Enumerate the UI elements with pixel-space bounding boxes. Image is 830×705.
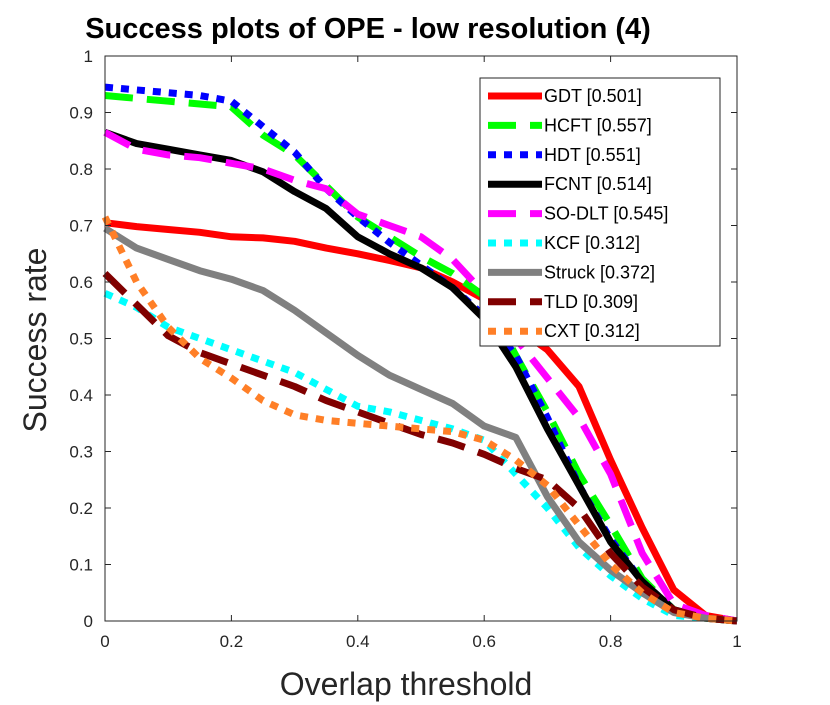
y-tick-label: 0.3: [69, 443, 93, 462]
legend: GDT [0.501] HCFT [0.557] HDT [0.551] FCNT […: [479, 77, 721, 347]
x-tick-label: 0.6: [472, 632, 496, 651]
legend-label: GDT [0.501]: [544, 86, 642, 106]
chart-title: Success plots of OPE - low resolution (4…: [85, 13, 651, 45]
series-line-tld: [102, 271, 738, 625]
series-lines: [101, 83, 738, 625]
legend-label: KCF [0.312]: [544, 233, 640, 253]
y-tick-label: 1: [84, 47, 93, 66]
y-axis-label: Success rate: [17, 248, 53, 433]
y-axis-ticks: 0 0.1 0.2 0.3 0.4 0.5 0.6 0.7 0.8 0.9 1: [69, 47, 737, 631]
legend-label: HCFT [0.557]: [544, 115, 652, 135]
legend-label: HDT [0.551]: [544, 145, 641, 165]
x-tick-label: 0.2: [220, 632, 244, 651]
y-tick-label: 0.6: [69, 273, 93, 292]
legend-box: [479, 77, 721, 347]
y-tick-label: 0: [84, 612, 93, 631]
y-tick-label: 0.7: [69, 217, 93, 236]
legend-label: TLD [0.309]: [544, 292, 638, 312]
y-tick-label: 0.2: [69, 499, 93, 518]
series-line-so-dlt: [103, 129, 738, 625]
y-tick-label: 0.5: [69, 330, 93, 349]
legend-label: FCNT [0.514]: [544, 174, 652, 194]
legend-label: SO-DLT [0.545]: [544, 204, 668, 224]
y-tick-label: 0.8: [69, 160, 93, 179]
x-axis-ticks: 0 0.2 0.4 0.6 0.8 1: [100, 56, 742, 651]
series-line-hcft: [104, 92, 738, 625]
x-tick-label: 0.4: [346, 632, 370, 651]
x-axis-label: Overlap threshold: [280, 666, 533, 702]
y-tick-label: 0.9: [69, 104, 93, 123]
series-line-kcf: [103, 290, 738, 625]
y-tick-label: 0.1: [69, 556, 93, 575]
series-line-struck: [103, 225, 738, 625]
legend-label: CXT [0.312]: [544, 321, 640, 341]
legend-label: Struck [0.372]: [544, 262, 655, 282]
x-tick-label: 1: [732, 632, 741, 651]
y-tick-label: 0.4: [69, 386, 93, 405]
x-tick-label: 0.8: [599, 632, 623, 651]
x-tick-label: 0: [100, 632, 109, 651]
